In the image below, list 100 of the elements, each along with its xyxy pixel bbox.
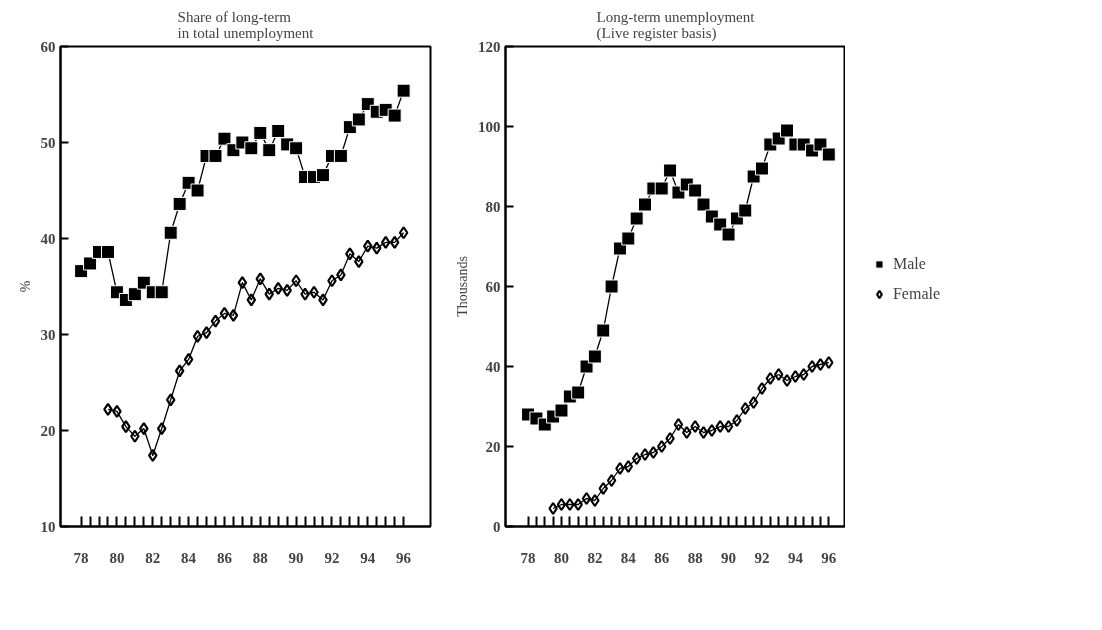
point (130, 429, 140, 443)
point (83, 256, 98, 271)
y-tick-label: 80 (485, 198, 501, 215)
point (631, 451, 642, 466)
x-tick-label: 90 (721, 549, 737, 566)
x-tick-label: 80 (109, 549, 125, 566)
point (598, 481, 609, 496)
point (780, 123, 795, 138)
y-tick-label: 20 (485, 438, 501, 455)
point (587, 349, 602, 364)
y-tick-label: 10 (40, 518, 56, 535)
x-tick-label: 86 (216, 549, 233, 566)
point (738, 203, 753, 218)
point (282, 283, 292, 297)
x-tick-label: 90 (288, 549, 304, 566)
point (656, 439, 667, 454)
point (333, 148, 348, 163)
y-tick-label: 100 (478, 118, 501, 135)
chart-title: Share of long-term in total unemployment (177, 8, 315, 41)
x-tick-label: 96 (396, 549, 412, 566)
legend-label: Male (892, 254, 926, 273)
point (192, 329, 203, 344)
x-tick-label: 88 (687, 549, 703, 566)
point (291, 274, 301, 288)
point (604, 279, 619, 294)
point (648, 445, 659, 460)
point (629, 211, 644, 226)
x-tick-label: 84 (620, 549, 637, 566)
y-tick-label: 40 (40, 230, 56, 247)
point (156, 421, 167, 436)
point (740, 401, 751, 416)
point (351, 112, 366, 127)
point (721, 227, 736, 242)
point (387, 108, 402, 123)
y-tick-label: 50 (40, 134, 56, 151)
point (264, 287, 275, 301)
point (621, 231, 636, 246)
point (210, 314, 221, 328)
x-tick-label: 80 (553, 549, 569, 566)
point (638, 197, 653, 212)
point (606, 473, 617, 488)
y-axis-title: % (17, 280, 33, 293)
y-tick-label: 60 (40, 38, 56, 55)
point (174, 364, 185, 378)
point (554, 403, 569, 418)
point (112, 404, 122, 418)
point (790, 369, 801, 384)
point (371, 241, 382, 255)
x-tick-label: 86 (654, 549, 670, 566)
point (556, 497, 567, 512)
legend-label: Female (892, 284, 941, 303)
point (219, 306, 230, 320)
y-tick-label: 20 (40, 422, 56, 439)
point (698, 425, 709, 440)
point (571, 385, 586, 400)
point (345, 247, 355, 261)
point (623, 459, 634, 474)
point (398, 226, 409, 240)
x-tick-label: 94 (787, 549, 804, 566)
point (127, 287, 142, 302)
point (765, 371, 776, 386)
point (262, 143, 277, 158)
y-axis-title: Thousands (455, 256, 470, 317)
point (798, 367, 809, 382)
point (363, 239, 373, 253)
point (237, 276, 248, 290)
point (318, 293, 328, 307)
point (228, 308, 239, 322)
point (253, 125, 268, 140)
x-tick-label: 82 (587, 549, 603, 566)
point (100, 244, 115, 259)
point (315, 168, 330, 183)
point (723, 419, 734, 434)
chart-title: Long-term unemployment (Live register basis) (596, 8, 756, 42)
point (103, 402, 113, 416)
point (289, 141, 304, 156)
point (389, 235, 400, 249)
point (183, 352, 194, 367)
point (244, 141, 259, 156)
y-tick-label: 60 (485, 278, 501, 295)
point (190, 183, 205, 198)
point (165, 393, 176, 407)
point (673, 417, 684, 432)
x-tick-label: 92 (754, 549, 770, 566)
point (773, 367, 784, 382)
point (271, 123, 286, 138)
x-tick-label: 84 (181, 549, 197, 566)
point (172, 196, 187, 211)
point (300, 287, 310, 301)
point (336, 268, 346, 282)
point (246, 293, 257, 307)
point (309, 285, 319, 299)
x-tick-label: 78 (73, 549, 89, 566)
y-tick-label: 30 (40, 326, 56, 343)
point (154, 285, 169, 300)
point (821, 147, 836, 162)
point (581, 491, 592, 506)
point (327, 274, 337, 288)
y-tick-label: 40 (485, 358, 501, 375)
point (380, 235, 391, 249)
